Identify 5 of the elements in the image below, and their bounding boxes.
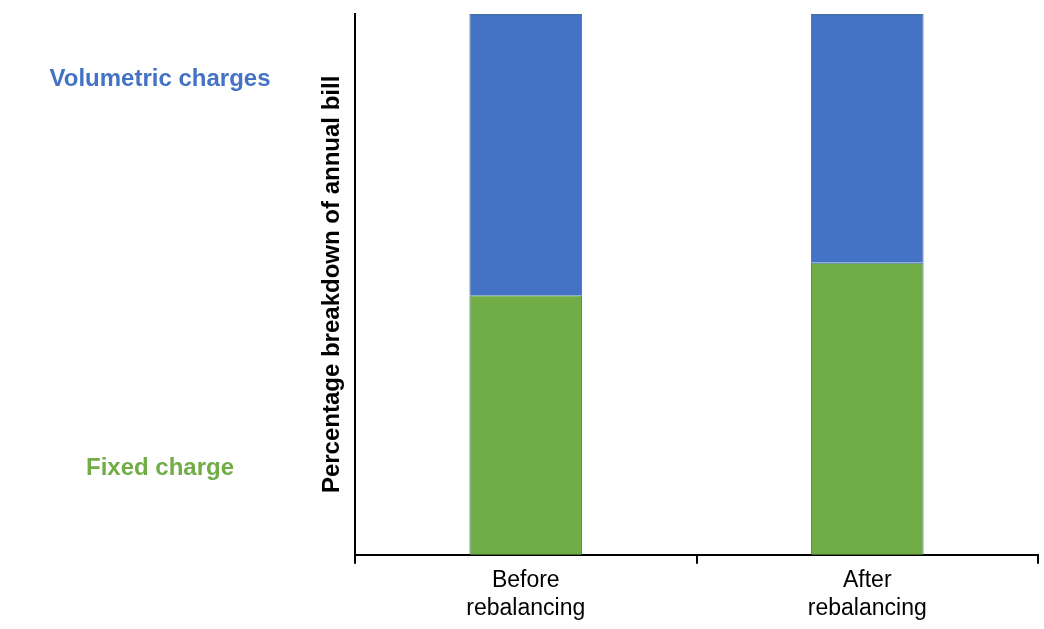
x-tick-label: After rebalancing [807,565,927,620]
text: Volumetric charges [49,63,271,91]
y-axis-title: Percentage breakdown of annual bill [317,75,345,494]
text: Fixed charge [85,452,235,480]
x-tick-label: Before rebalancing [466,565,586,620]
